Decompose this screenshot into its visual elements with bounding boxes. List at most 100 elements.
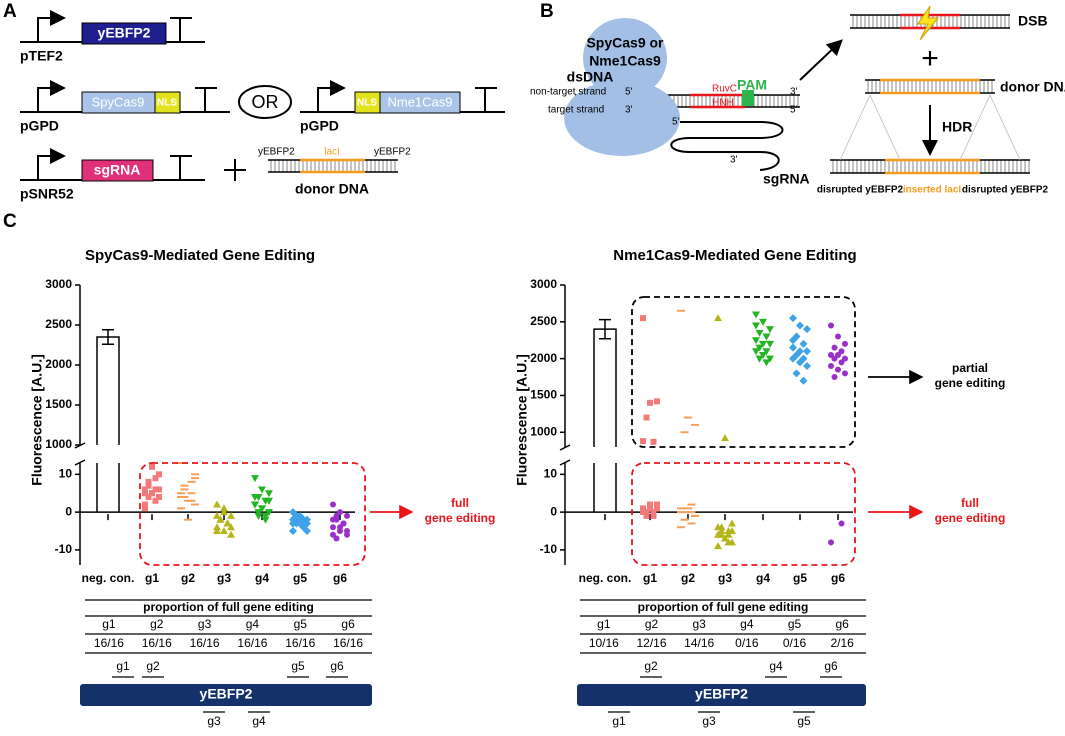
guide-label: g1 bbox=[612, 714, 626, 728]
y-axis-label: Fluorescence [A.U.] bbox=[29, 354, 45, 485]
guide-label: g2 bbox=[644, 659, 658, 673]
point bbox=[156, 486, 162, 493]
table-header: g3 bbox=[198, 617, 212, 631]
x-tick-label: neg. con. bbox=[82, 571, 135, 585]
point bbox=[835, 333, 841, 340]
point bbox=[258, 505, 266, 513]
guide-label: g3 bbox=[207, 714, 221, 728]
point bbox=[728, 527, 736, 534]
annotation: gene editing bbox=[935, 511, 1006, 525]
table-cell: 16/16 bbox=[190, 636, 220, 650]
point bbox=[724, 530, 733, 538]
gene-bar bbox=[577, 684, 866, 706]
tag-label: NLS bbox=[157, 98, 177, 109]
point bbox=[789, 354, 797, 363]
disrupted-label: disrupted yEBFP2 bbox=[962, 185, 1049, 196]
point bbox=[677, 526, 685, 529]
table-header: g5 bbox=[788, 617, 802, 631]
promoter-label: pGPD bbox=[300, 118, 339, 134]
point bbox=[145, 478, 152, 485]
pam-label: PAM bbox=[737, 77, 767, 93]
table-cell: 2/16 bbox=[830, 636, 854, 650]
point bbox=[714, 314, 722, 322]
protein-label: SpyCas9 or bbox=[586, 35, 664, 51]
gene-label: SpyCas9 bbox=[92, 94, 145, 109]
point bbox=[724, 538, 733, 546]
point bbox=[292, 511, 301, 520]
point bbox=[187, 480, 196, 483]
end-label: 5' bbox=[672, 117, 680, 128]
y-tick-label: 10 bbox=[59, 467, 73, 481]
donor-label: donor DNA bbox=[1000, 79, 1065, 95]
highlight-box bbox=[631, 296, 856, 448]
point bbox=[799, 376, 808, 385]
point bbox=[213, 500, 221, 508]
x-tick-label: g1 bbox=[145, 571, 159, 585]
point bbox=[803, 362, 811, 370]
point bbox=[265, 509, 273, 517]
annotation: gene editing bbox=[935, 376, 1006, 390]
x-tick-label: g2 bbox=[681, 571, 695, 585]
panel-label: C bbox=[3, 211, 17, 232]
guide-label: g6 bbox=[824, 659, 838, 673]
point bbox=[654, 501, 660, 508]
point bbox=[156, 494, 162, 500]
point bbox=[213, 527, 221, 534]
point bbox=[684, 507, 692, 510]
point bbox=[303, 527, 311, 535]
donor-arm: yEBFP2 bbox=[258, 147, 295, 158]
chart-title: SpyCas9-Mediated Gene Editing bbox=[85, 247, 315, 264]
point bbox=[838, 359, 845, 366]
promoter-label: pGPD bbox=[20, 118, 59, 134]
point bbox=[220, 527, 228, 534]
point bbox=[721, 434, 729, 442]
point bbox=[261, 516, 270, 524]
point bbox=[654, 505, 660, 512]
point bbox=[180, 488, 189, 491]
point bbox=[799, 339, 808, 348]
point bbox=[721, 534, 729, 542]
point bbox=[152, 497, 159, 504]
point bbox=[831, 355, 838, 362]
point bbox=[835, 366, 841, 373]
point bbox=[677, 511, 685, 514]
point bbox=[650, 438, 657, 445]
point bbox=[330, 516, 336, 523]
point bbox=[227, 530, 235, 538]
guide-label: g3 bbox=[702, 714, 716, 728]
point bbox=[149, 463, 155, 470]
table-cell: 16/16 bbox=[142, 636, 172, 650]
annotation: gene editing bbox=[425, 511, 496, 525]
donor-arm: yEBFP2 bbox=[374, 147, 411, 158]
hdr-label: HDR bbox=[942, 119, 972, 135]
charts: SpyCas9-Mediated Gene Editing Fluorescenc… bbox=[29, 247, 1006, 728]
gene-bar-label: yEBFP2 bbox=[695, 686, 748, 702]
guide-label: g4 bbox=[769, 659, 783, 673]
point bbox=[142, 501, 148, 508]
guide-label: g2 bbox=[146, 659, 160, 673]
point bbox=[299, 515, 308, 524]
domain-label: RuvC bbox=[712, 84, 737, 95]
point bbox=[177, 462, 185, 464]
x-tick-label: g6 bbox=[831, 571, 845, 585]
plus: + bbox=[921, 42, 939, 75]
point bbox=[180, 496, 189, 498]
gene-label: sgRNA bbox=[94, 162, 141, 178]
end-label: 3' bbox=[790, 87, 798, 98]
point bbox=[337, 509, 343, 516]
point bbox=[828, 363, 834, 369]
x-tick-label: g6 bbox=[333, 571, 347, 585]
y-tick-label: 3000 bbox=[530, 277, 557, 291]
annotation: full bbox=[451, 496, 469, 510]
point bbox=[789, 336, 797, 345]
bar bbox=[96, 336, 120, 445]
point bbox=[265, 497, 273, 505]
y-tick-label: 1500 bbox=[45, 397, 72, 411]
point bbox=[752, 337, 760, 345]
point bbox=[838, 520, 845, 527]
point bbox=[251, 494, 259, 501]
point bbox=[640, 505, 646, 512]
x-tick-label: neg. con. bbox=[579, 571, 632, 585]
gene-box bbox=[379, 91, 461, 114]
